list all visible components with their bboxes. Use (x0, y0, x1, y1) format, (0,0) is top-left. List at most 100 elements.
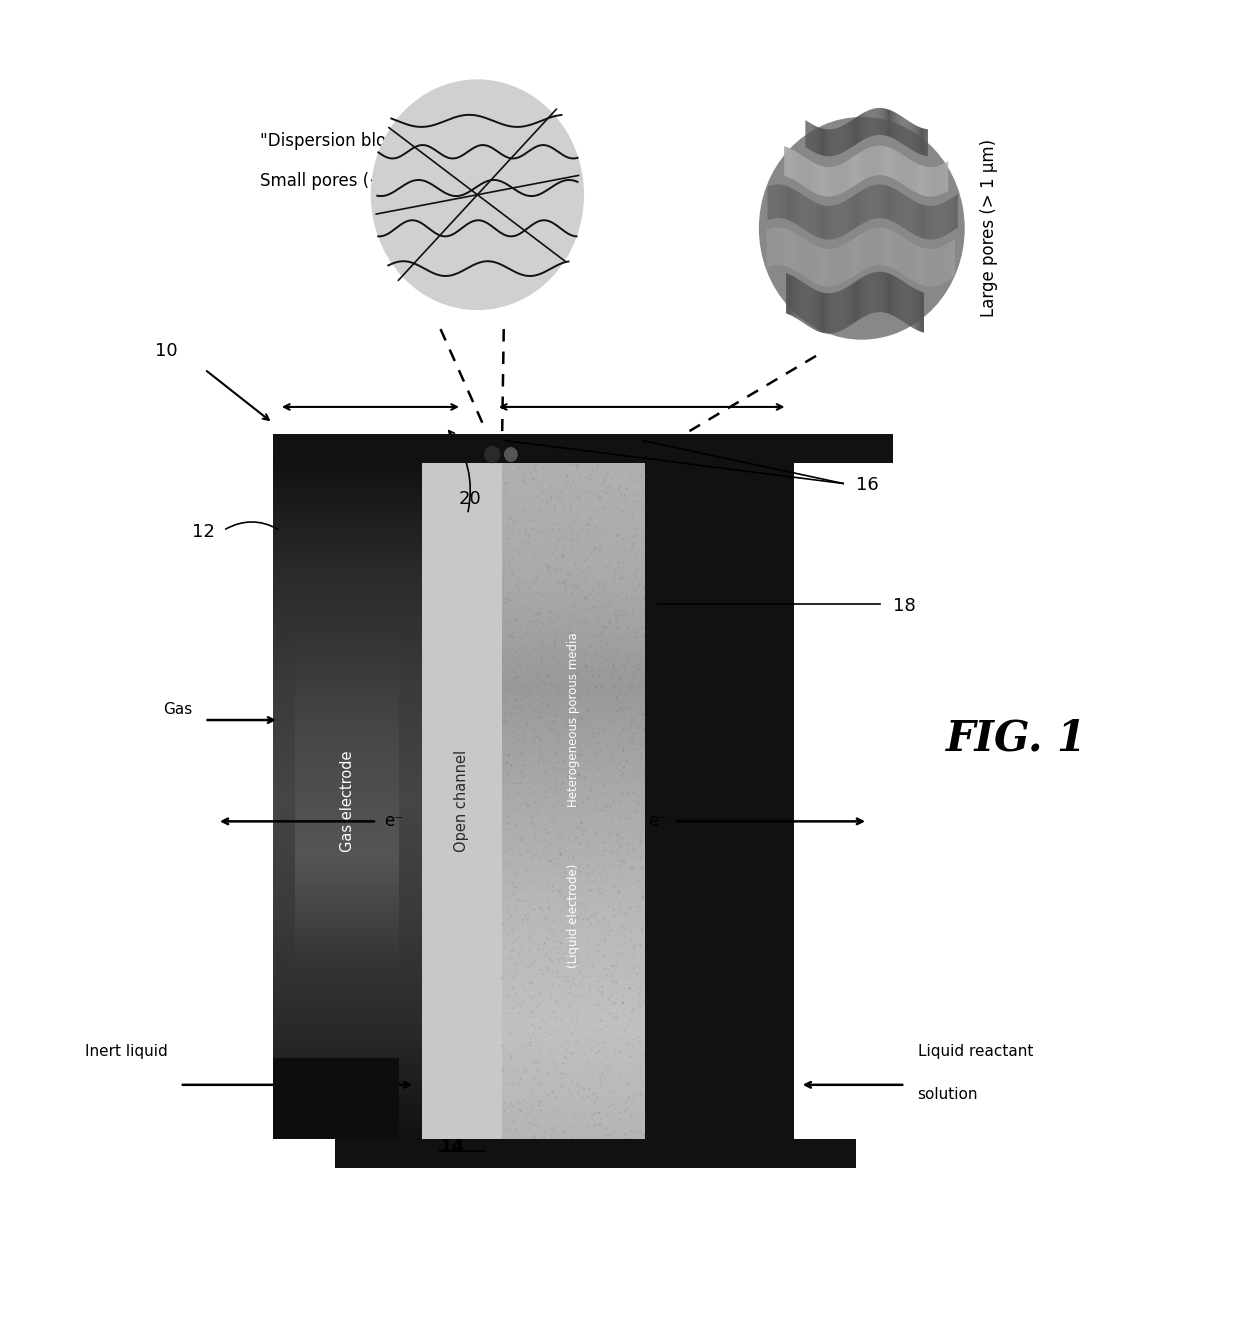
Bar (273, 760, 422, 764)
Bar (502, 764, 645, 767)
Bar (273, 1021, 422, 1023)
Bar (502, 1054, 645, 1058)
Bar (273, 477, 422, 481)
Bar (273, 1105, 422, 1108)
Bar (273, 1001, 422, 1003)
Bar (273, 862, 422, 865)
Bar (273, 927, 422, 929)
Bar (273, 892, 422, 896)
Bar (273, 548, 422, 551)
Bar (273, 1045, 422, 1048)
Bar (273, 510, 422, 514)
Bar (273, 1003, 422, 1007)
Bar (502, 535, 645, 537)
Bar (502, 855, 645, 858)
Bar (502, 767, 645, 771)
Bar (273, 599, 422, 602)
Bar (502, 974, 645, 976)
Bar (295, 923, 399, 927)
Bar (295, 720, 399, 724)
Bar (502, 619, 645, 622)
Bar (295, 849, 399, 851)
Bar (502, 635, 645, 639)
Bar (273, 876, 422, 878)
Bar (273, 990, 422, 994)
Bar (273, 561, 422, 564)
Bar (273, 1038, 422, 1041)
Bar (645, 463, 794, 1139)
Bar (273, 980, 422, 983)
Bar (273, 1054, 422, 1058)
Bar (273, 557, 422, 561)
Bar (295, 676, 399, 680)
Text: Gas: Gas (162, 702, 192, 717)
Bar (295, 835, 399, 838)
Bar (273, 713, 422, 717)
Bar (273, 646, 422, 649)
Bar (273, 653, 422, 655)
Bar (273, 912, 422, 916)
Bar (273, 690, 422, 693)
Bar (273, 800, 422, 804)
Bar (295, 862, 399, 865)
Bar (295, 896, 399, 898)
Bar (273, 551, 422, 555)
Bar (273, 537, 422, 541)
Bar (273, 524, 422, 528)
Bar (502, 530, 645, 535)
Bar (273, 865, 422, 869)
Bar (295, 662, 399, 666)
Bar (502, 474, 645, 477)
Bar (502, 488, 645, 490)
Bar (295, 737, 399, 740)
Bar (273, 697, 422, 700)
Bar (295, 963, 399, 967)
Bar (502, 586, 645, 588)
Bar (295, 889, 399, 892)
Bar (295, 690, 399, 693)
Bar (502, 682, 645, 686)
Bar (295, 869, 399, 872)
Bar (273, 720, 422, 724)
Bar (273, 731, 422, 733)
Bar (273, 635, 422, 639)
Bar (502, 1072, 645, 1074)
Bar (273, 815, 422, 818)
Bar (295, 892, 399, 896)
Bar (273, 1081, 422, 1085)
Bar (502, 1007, 645, 1010)
Bar (295, 878, 399, 882)
Bar (502, 1010, 645, 1014)
Bar (502, 606, 645, 608)
Bar (295, 680, 399, 682)
Bar (295, 757, 399, 760)
Bar (502, 622, 645, 626)
Bar (502, 976, 645, 980)
Bar (295, 829, 399, 831)
Bar (502, 662, 645, 666)
Bar (273, 976, 422, 980)
Bar (502, 731, 645, 733)
Bar (295, 733, 399, 737)
Bar (273, 704, 422, 706)
Bar (295, 845, 399, 849)
Bar (502, 521, 645, 524)
Bar (273, 1099, 422, 1101)
Bar (502, 497, 645, 501)
Bar (273, 463, 422, 467)
Bar (273, 923, 422, 927)
Bar (273, 751, 422, 753)
Bar (502, 800, 645, 804)
Bar (273, 642, 422, 646)
Bar (273, 858, 422, 862)
Bar (295, 831, 399, 835)
Bar (295, 902, 399, 905)
Bar (273, 568, 422, 571)
Text: e⁻: e⁻ (649, 813, 667, 830)
Bar (273, 1058, 399, 1139)
Bar (273, 588, 422, 592)
Bar (295, 717, 399, 720)
Bar (502, 568, 645, 571)
Bar (502, 494, 645, 497)
Bar (502, 653, 645, 655)
